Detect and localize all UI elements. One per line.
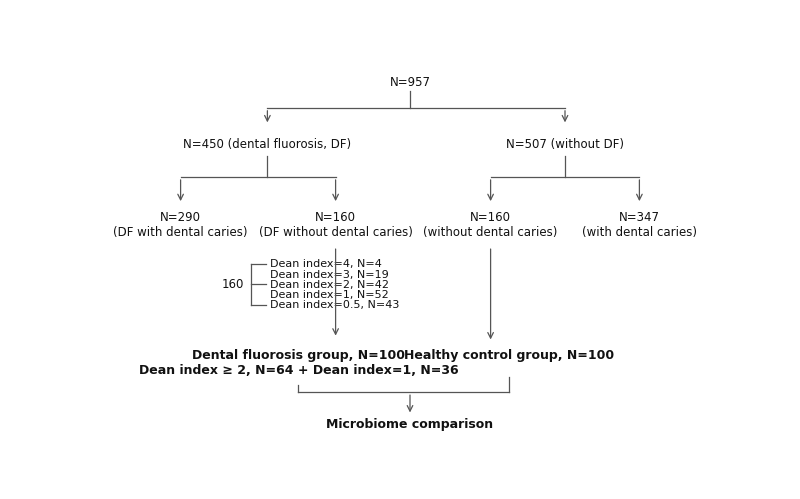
- Text: Healthy control group, N=100: Healthy control group, N=100: [404, 349, 614, 362]
- Text: 160: 160: [222, 278, 245, 291]
- Text: Microbiome comparison: Microbiome comparison: [326, 418, 494, 432]
- Text: Dental fluorosis group, N=100
Dean index ≥ 2, N=64 + Dean index=1, N=36: Dental fluorosis group, N=100 Dean index…: [138, 349, 458, 377]
- Text: Dean index=4, N=4: Dean index=4, N=4: [270, 259, 382, 269]
- Text: N=160
(without dental caries): N=160 (without dental caries): [423, 211, 558, 239]
- Text: N=507 (without DF): N=507 (without DF): [506, 138, 624, 151]
- Text: Dean index=1, N=52: Dean index=1, N=52: [270, 290, 390, 300]
- Text: Dean index=2, N=42: Dean index=2, N=42: [270, 279, 390, 289]
- Text: Dean index=0.5, N=43: Dean index=0.5, N=43: [270, 299, 400, 310]
- Text: N=347
(with dental caries): N=347 (with dental caries): [582, 211, 697, 239]
- Text: Dean index=3, N=19: Dean index=3, N=19: [270, 269, 390, 279]
- Text: N=450 (dental fluorosis, DF): N=450 (dental fluorosis, DF): [183, 138, 351, 151]
- Text: N=290
(DF with dental caries): N=290 (DF with dental caries): [114, 211, 248, 239]
- Text: N=957: N=957: [390, 76, 430, 89]
- Text: N=160
(DF without dental caries): N=160 (DF without dental caries): [258, 211, 413, 239]
